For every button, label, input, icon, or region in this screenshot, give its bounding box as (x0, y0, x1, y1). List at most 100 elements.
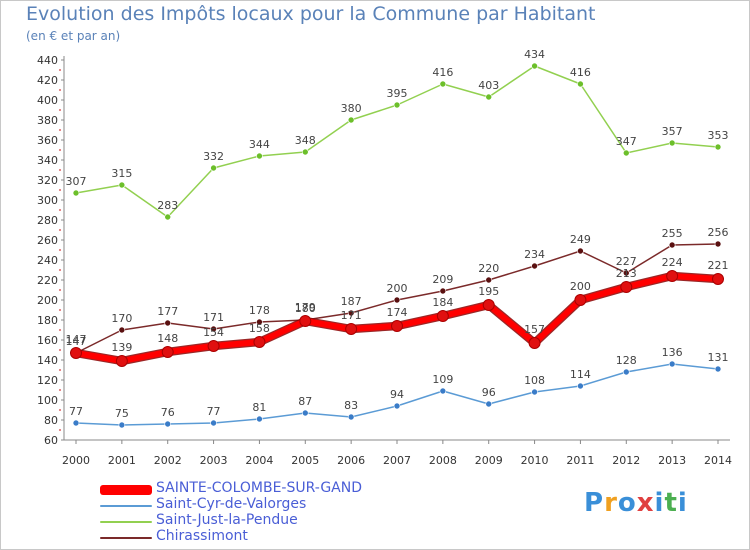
x-tick-label: 2007 (383, 454, 411, 467)
data-label: 158 (249, 322, 270, 335)
data-point (391, 320, 403, 332)
chart-title: Evolution des Impôts locaux pour la Comm… (26, 3, 596, 25)
y-tick-label: 240 (37, 254, 58, 267)
data-point (72, 419, 80, 427)
y-tick-label: 260 (37, 234, 58, 247)
logo-letter: t (664, 488, 678, 518)
data-point (485, 276, 493, 284)
data-label: 179 (295, 301, 316, 314)
data-point (164, 420, 172, 428)
data-label: 357 (662, 125, 683, 138)
data-point (622, 368, 630, 376)
data-label: 213 (616, 267, 637, 280)
y-tick-label: 320 (37, 174, 58, 187)
data-label: 344 (249, 138, 270, 151)
data-label: 128 (616, 354, 637, 367)
data-point (714, 365, 722, 373)
logo-letter: i (654, 488, 665, 518)
data-label: 154 (203, 326, 224, 339)
data-point (668, 241, 676, 249)
data-label: 139 (111, 341, 132, 354)
y-tick-label: 340 (37, 154, 58, 167)
data-point (439, 287, 447, 295)
data-label: 353 (708, 129, 729, 142)
data-label: 77 (207, 405, 221, 418)
data-point (531, 62, 538, 70)
x-tick-label: 2013 (658, 454, 686, 467)
data-label: 94 (390, 388, 404, 401)
y-tick-label: 200 (37, 294, 58, 307)
logo-letter: o (617, 488, 637, 518)
legend-swatch (100, 537, 152, 539)
x-tick-label: 2010 (521, 454, 549, 467)
data-label: 170 (111, 312, 132, 325)
data-label: 131 (708, 351, 729, 364)
legend-swatch (100, 521, 152, 523)
legend-label: Saint-Cyr-de-Valorges (156, 496, 307, 512)
y-tick-label: 420 (37, 74, 58, 87)
data-label: 209 (432, 273, 453, 286)
data-point (577, 382, 584, 390)
data-label: 171 (203, 311, 224, 324)
data-label: 184 (432, 296, 453, 309)
data-label: 147 (66, 333, 87, 346)
data-labels-layer: 77 75 76 77 81 87 83 94 109 96 108 114 128 136 131 307 3… (66, 48, 729, 420)
data-label: 347 (616, 135, 637, 148)
data-point (118, 181, 126, 189)
data-label: 224 (662, 256, 683, 269)
y-tick-label: 120 (37, 374, 58, 387)
data-point (164, 213, 172, 221)
data-point (712, 273, 724, 285)
data-label: 380 (341, 102, 362, 115)
data-label: 227 (616, 255, 637, 268)
data-label: 180 (295, 302, 316, 315)
data-point (393, 296, 401, 304)
data-label: 200 (387, 282, 408, 295)
data-label: 178 (249, 304, 270, 317)
data-label: 234 (524, 248, 545, 261)
data-point (439, 80, 447, 88)
data-label: 307 (66, 175, 87, 188)
x-tick-label: 2009 (475, 454, 503, 467)
legend-swatch (100, 505, 152, 507)
data-point (118, 421, 126, 429)
data-point (531, 388, 538, 396)
data-label: 220 (478, 262, 499, 275)
legend-label: Saint-Just-la-Pendue (156, 512, 298, 528)
data-point (256, 152, 263, 160)
y-tick-label: 140 (37, 354, 58, 367)
data-point (482, 299, 495, 311)
data-point (393, 101, 401, 109)
y-tick-label: 60 (44, 434, 58, 447)
data-label: 96 (482, 386, 496, 399)
data-point (485, 400, 493, 408)
data-point (577, 247, 584, 255)
data-label: 147 (66, 335, 87, 348)
y-tick-label: 280 (37, 214, 58, 227)
logo-letter: i (677, 488, 688, 518)
data-label: 174 (387, 306, 408, 319)
data-label: 434 (524, 48, 545, 61)
data-label: 221 (708, 259, 729, 272)
data-point (210, 325, 217, 333)
data-point (622, 149, 630, 157)
data-point (347, 309, 355, 317)
x-tick-label: 2000 (62, 454, 90, 467)
data-label: 87 (298, 395, 312, 408)
data-point (622, 269, 630, 277)
data-label: 136 (662, 346, 683, 359)
data-label: 77 (69, 405, 83, 418)
y-tick-label: 400 (37, 94, 58, 107)
data-point (574, 294, 587, 306)
logo-letter: r (604, 488, 618, 518)
y-tick-label: 360 (37, 134, 58, 147)
data-label: 75 (115, 407, 129, 420)
y-tick-label: 100 (37, 394, 58, 407)
data-point (256, 318, 263, 326)
data-point (347, 413, 355, 421)
y-tick-label: 160 (37, 334, 58, 347)
x-tick-label: 2008 (429, 454, 457, 467)
data-point (118, 326, 126, 334)
y-tick-label: 440 (37, 54, 58, 67)
data-point (531, 262, 538, 270)
